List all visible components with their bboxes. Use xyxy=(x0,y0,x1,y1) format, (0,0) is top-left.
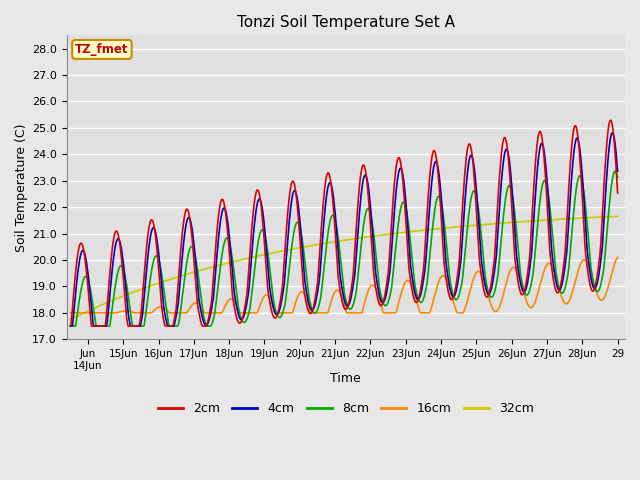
Line: 16cm: 16cm xyxy=(70,257,618,313)
32cm xyxy=(76,312,84,318)
2cm xyxy=(410,297,418,303)
32cm xyxy=(132,288,140,294)
4cm xyxy=(188,226,196,232)
16cm xyxy=(426,308,434,314)
2cm xyxy=(217,198,225,204)
16cm xyxy=(614,254,621,260)
8cm xyxy=(614,175,621,180)
16cm xyxy=(410,290,418,296)
32cm xyxy=(217,262,225,268)
Legend: 2cm, 4cm, 8cm, 16cm, 32cm: 2cm, 4cm, 8cm, 16cm, 32cm xyxy=(153,397,539,420)
8cm xyxy=(132,323,140,329)
Line: 32cm: 32cm xyxy=(70,216,618,320)
8cm xyxy=(76,292,84,298)
2cm xyxy=(76,241,84,247)
8cm xyxy=(410,277,418,283)
Text: TZ_fmet: TZ_fmet xyxy=(75,43,129,56)
16cm xyxy=(67,310,74,316)
2cm xyxy=(67,323,74,329)
4cm xyxy=(410,288,418,293)
16cm xyxy=(76,310,84,316)
2cm xyxy=(614,190,621,196)
32cm xyxy=(426,227,434,232)
16cm xyxy=(217,310,225,316)
32cm xyxy=(614,214,621,219)
Y-axis label: Soil Temperature (C): Soil Temperature (C) xyxy=(15,123,28,252)
4cm xyxy=(67,323,74,329)
2cm xyxy=(188,236,196,241)
4cm xyxy=(76,254,84,260)
2cm xyxy=(132,323,140,329)
Line: 8cm: 8cm xyxy=(70,171,618,326)
Line: 2cm: 2cm xyxy=(70,120,618,326)
32cm xyxy=(67,317,74,323)
32cm xyxy=(410,228,418,234)
8cm xyxy=(67,323,74,329)
Line: 4cm: 4cm xyxy=(70,133,618,326)
4cm xyxy=(132,323,140,329)
2cm xyxy=(426,167,434,173)
4cm xyxy=(426,195,434,201)
8cm xyxy=(426,247,434,253)
4cm xyxy=(217,215,225,220)
16cm xyxy=(132,310,140,316)
2cm xyxy=(607,117,614,123)
16cm xyxy=(188,302,196,308)
X-axis label: Time: Time xyxy=(330,372,361,385)
32cm xyxy=(188,270,196,276)
8cm xyxy=(188,244,196,250)
8cm xyxy=(611,168,619,174)
4cm xyxy=(614,168,621,174)
Title: Tonzi Soil Temperature Set A: Tonzi Soil Temperature Set A xyxy=(237,15,454,30)
4cm xyxy=(609,130,616,136)
8cm xyxy=(217,259,225,264)
